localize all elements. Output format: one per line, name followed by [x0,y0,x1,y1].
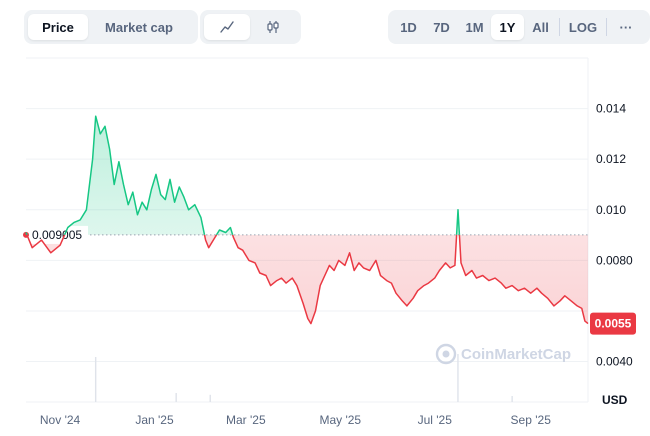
coinmarketcap-logo-dot [442,350,450,358]
y-tick-label: 0.014 [596,102,626,116]
candlestick-icon [267,21,279,33]
time-range-switch: 1D 7D 1M 1Y All LOG ··· [388,10,650,44]
y-tick-label: 0.012 [596,152,626,166]
range-button-active[interactable]: 1Y [491,14,524,40]
y-tick-label: 0.010 [596,203,626,217]
market-cap-tab[interactable]: Market cap [105,19,173,35]
price-line-down [26,234,589,325]
coinmarketcap-logo-icon [435,343,457,365]
line-chart-icon [220,21,234,33]
range-button[interactable]: 1M [465,19,484,35]
reference-price-label-bg [28,225,88,244]
y-tick-label: 0.0040 [596,355,633,369]
reference-price-label: 0.009005 [32,228,82,242]
price-area-above [26,116,588,235]
current-price-label: 0.0055 [595,317,632,331]
x-tick-label: Jan '25 [135,413,174,427]
watermark-text: CoinMarketCap [461,346,571,363]
price-line-up [25,115,461,235]
chart-type-switch: Price Market cap [24,10,198,44]
log-scale-toggle[interactable]: LOG [568,19,598,35]
chart-style-switch [200,10,301,44]
divider [606,18,607,36]
watermark: CoinMarketCap [435,343,571,365]
currency-label: USD [602,393,628,407]
x-tick-label: Mar '25 [226,413,266,427]
chart-toolbar: Price Market cap 1D 7D 1M 1Y All LOG ··· [24,10,650,44]
x-tick-label: Jul '25 [418,413,453,427]
range-button[interactable]: 7D [433,19,450,35]
range-button[interactable]: All [532,19,549,35]
price-tab[interactable]: Price [28,14,88,40]
y-tick-label: 0.0080 [596,253,633,267]
divider [559,18,560,36]
x-tick-label: Nov '24 [40,413,81,427]
range-button[interactable]: 1D [400,19,417,35]
x-tick-label: Sep '25 [511,413,552,427]
current-price-badge [590,312,636,335]
more-options-button[interactable]: ··· [619,19,633,35]
line-chart-button[interactable] [204,14,250,40]
x-tick-label: May '25 [319,413,361,427]
price-area-below [26,234,588,324]
candlestick-button[interactable] [250,14,296,40]
